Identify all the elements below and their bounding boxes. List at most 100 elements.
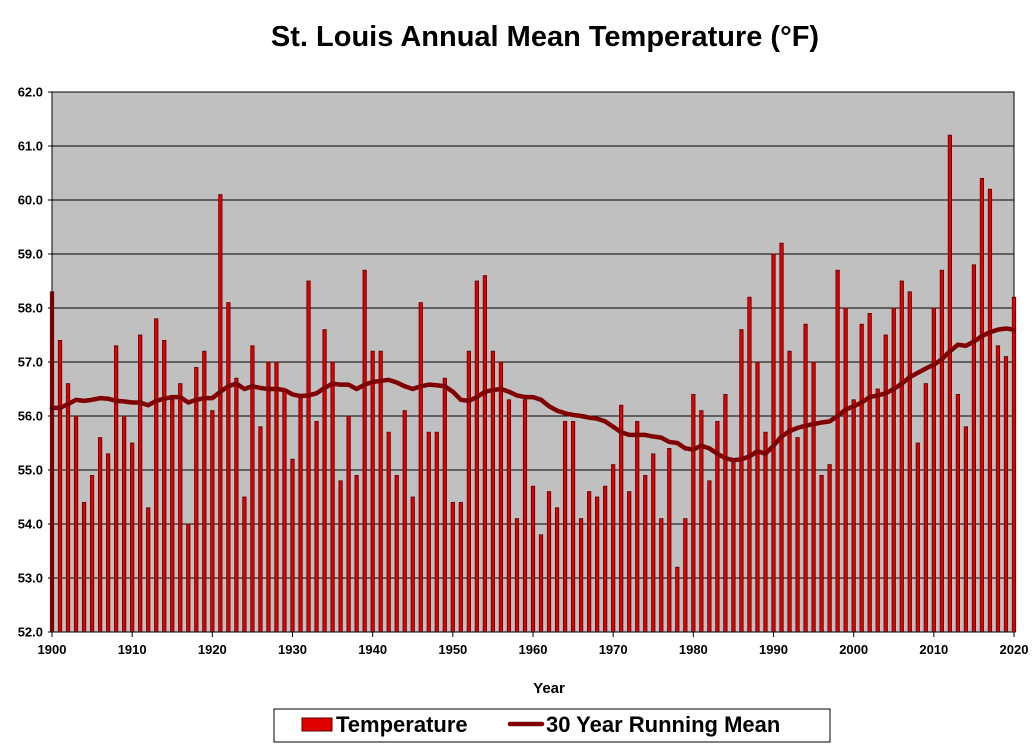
bar-1950 bbox=[450, 501, 455, 633]
bar-2000 bbox=[851, 399, 856, 633]
bar-1959 bbox=[522, 399, 528, 633]
x-tick-label: 1960 bbox=[519, 642, 548, 657]
bar-1945 bbox=[410, 496, 415, 633]
running-mean-line bbox=[49, 326, 1017, 463]
x-tick-label: 2020 bbox=[1000, 642, 1029, 657]
bar-1971 bbox=[619, 404, 624, 633]
bar-1917 bbox=[186, 523, 191, 633]
y-tick-label: 56.0 bbox=[18, 409, 43, 424]
bar-2013 bbox=[955, 393, 960, 633]
bar-1924 bbox=[242, 496, 247, 633]
bar-2016 bbox=[979, 177, 985, 633]
bar-1907 bbox=[106, 453, 111, 633]
legend-temperature-label: Temperature bbox=[336, 712, 468, 737]
bar-1954 bbox=[482, 275, 488, 633]
bar-1984 bbox=[723, 393, 728, 633]
y-tick-label: 52.0 bbox=[18, 625, 43, 640]
bar-1949 bbox=[442, 377, 447, 633]
x-tick-label: 2010 bbox=[919, 642, 948, 657]
bar-1911 bbox=[138, 334, 143, 633]
bar-1982 bbox=[707, 480, 712, 633]
bar-2018 bbox=[995, 345, 1001, 633]
x-tick-label: 1990 bbox=[759, 642, 788, 657]
bar-1906 bbox=[98, 437, 103, 633]
y-axis-ticks: 52.0 53.0 54.0 55.0 56.0 57.0 58.0 59.0 60.0 61.0… bbox=[18, 85, 52, 640]
bar-1998 bbox=[835, 269, 840, 633]
x-tick-label: 1930 bbox=[278, 642, 307, 657]
bar-1903 bbox=[73, 415, 79, 633]
bar-1943 bbox=[394, 474, 399, 633]
x-tick-label: 1920 bbox=[198, 642, 227, 657]
bar-1919 bbox=[202, 350, 207, 633]
bar-1938 bbox=[354, 474, 359, 633]
bar-1953 bbox=[474, 280, 479, 633]
bar-2006 bbox=[899, 280, 904, 633]
bar-1999 bbox=[843, 307, 848, 633]
bar-1933 bbox=[314, 420, 319, 633]
bar-2017 bbox=[987, 188, 993, 633]
bar-1978 bbox=[675, 566, 680, 633]
bar-1912 bbox=[146, 507, 151, 633]
bar-1935 bbox=[330, 361, 335, 633]
bar-1902 bbox=[65, 383, 71, 633]
bar-1944 bbox=[402, 410, 407, 633]
bar-1976 bbox=[659, 518, 664, 633]
bar-1913 bbox=[154, 318, 159, 633]
bar-2002 bbox=[867, 312, 872, 633]
bar-1932 bbox=[306, 280, 311, 633]
bar-1970 bbox=[611, 464, 616, 633]
y-tick-label: 61.0 bbox=[18, 139, 43, 154]
bar-2003 bbox=[875, 388, 880, 633]
y-tick-label: 58.0 bbox=[18, 301, 43, 316]
bar-1997 bbox=[827, 464, 832, 633]
bar-1956 bbox=[498, 361, 504, 633]
x-tick-label: 1980 bbox=[679, 642, 708, 657]
y-tick-label: 57.0 bbox=[18, 355, 43, 370]
bar-1914 bbox=[162, 339, 167, 633]
bar-1936 bbox=[338, 480, 343, 633]
legend-temperature-swatch bbox=[301, 717, 333, 732]
bar-1951 bbox=[458, 501, 463, 633]
bar-1928 bbox=[274, 361, 279, 633]
bar-1952 bbox=[466, 350, 471, 633]
bar-2011 bbox=[939, 269, 944, 633]
bar-1962 bbox=[546, 491, 552, 633]
bar-1955 bbox=[490, 350, 496, 633]
bar-1920 bbox=[210, 410, 215, 633]
bar-1961 bbox=[538, 534, 544, 633]
bar-1939 bbox=[362, 269, 367, 633]
x-tick-label: 1900 bbox=[38, 642, 67, 657]
bar-2014 bbox=[963, 426, 969, 633]
x-tick-label: 1950 bbox=[438, 642, 467, 657]
bar-1988 bbox=[755, 361, 760, 633]
bar-1967 bbox=[587, 491, 592, 633]
bar-1931 bbox=[298, 393, 303, 633]
y-tick-label: 53.0 bbox=[18, 571, 43, 586]
bar-1927 bbox=[266, 361, 271, 633]
x-axis-label: Year bbox=[533, 680, 565, 697]
bar-1922 bbox=[226, 302, 231, 633]
bar-1926 bbox=[258, 426, 263, 633]
bar-1929 bbox=[282, 388, 287, 633]
bar-1958 bbox=[514, 518, 520, 633]
bar-1915 bbox=[170, 399, 175, 633]
legend-box bbox=[273, 708, 831, 743]
x-tick-label: 1970 bbox=[599, 642, 628, 657]
bar-1957 bbox=[506, 399, 512, 633]
bar-1904 bbox=[81, 501, 87, 633]
bar-1921 bbox=[218, 194, 223, 633]
bar-1947 bbox=[426, 431, 431, 633]
bar-1910 bbox=[130, 442, 135, 633]
bar-1942 bbox=[386, 431, 391, 633]
bar-1977 bbox=[667, 447, 672, 633]
x-tick-label: 2000 bbox=[839, 642, 868, 657]
bar-1972 bbox=[627, 491, 632, 633]
bar-1992 bbox=[787, 350, 792, 633]
bar-1966 bbox=[579, 518, 584, 633]
bar-1985 bbox=[731, 458, 736, 633]
bar-2020 bbox=[1011, 296, 1017, 633]
x-axis-ticks: 1900 1910 1920 1930 1940 1950 1960 1970 1980 1990… bbox=[38, 632, 1029, 657]
bar-1995 bbox=[811, 361, 816, 633]
bar-1980 bbox=[691, 393, 696, 633]
